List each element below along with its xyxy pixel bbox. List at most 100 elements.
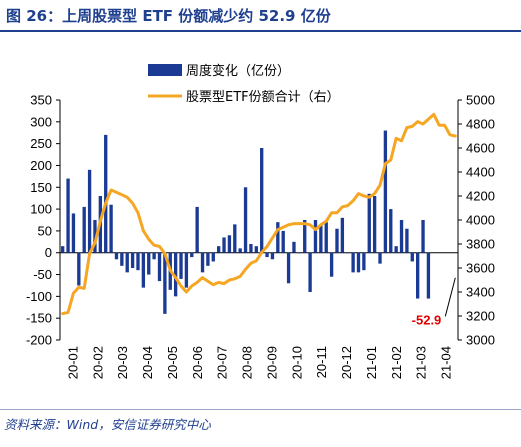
weekly-change-bar [114, 252, 119, 260]
right-tick-label: 3400 [466, 285, 495, 300]
title-bar: 图 26：上周股票型 ETF 份额减少约 52.9 亿份 [0, 0, 521, 32]
right-tick-label: 4400 [466, 165, 495, 180]
x-tick-label: 20-09 [264, 346, 279, 379]
callout-leader-line [444, 277, 456, 317]
left-tick-label: 100 [30, 202, 52, 217]
x-tick-label: 20-05 [165, 346, 180, 379]
weekly-change-bar [93, 220, 97, 253]
x-tick-label: 20-03 [115, 346, 130, 379]
weekly-change-bar [66, 178, 70, 253]
source-divider [0, 409, 521, 410]
weekly-change-bar [265, 252, 269, 258]
weekly-change-bar [415, 252, 420, 299]
weekly-change-bar [87, 169, 92, 253]
x-tick-label: 21-02 [389, 346, 404, 379]
x-tick-label: 21-03 [414, 346, 429, 379]
right-tick-label: 5000 [466, 93, 495, 108]
legend-swatch-bar [148, 64, 182, 76]
weekly-change-bar [190, 252, 194, 258]
x-tick-label: 20-11 [314, 346, 329, 378]
x-tick-label: 20-08 [240, 346, 255, 379]
left-tick-label: -150 [26, 311, 52, 326]
x-tick-label: 21-04 [439, 346, 454, 379]
weekly-change-bar [399, 220, 404, 253]
left-tick-label: 150 [30, 180, 52, 195]
weekly-change-bar [383, 130, 388, 253]
weekly-change-bar [61, 246, 65, 253]
weekly-change-bar [405, 228, 409, 253]
weekly-change-bar [109, 204, 113, 253]
weekly-change-bar [286, 252, 291, 284]
weekly-change-bar [319, 224, 323, 253]
weekly-change-bar [378, 252, 382, 264]
left-tick-label: -200 [26, 333, 52, 348]
weekly-change-bar [179, 252, 183, 279]
weekly-change-bar [243, 187, 248, 253]
weekly-change-bar [249, 244, 253, 253]
weekly-change-bar [297, 252, 302, 254]
weekly-change-bar [222, 237, 226, 253]
weekly-change-bar [173, 252, 178, 297]
weekly-change-bar [270, 252, 275, 260]
weekly-change-bar [281, 230, 285, 253]
weekly-change-bar [71, 213, 76, 253]
weekly-change-bar [157, 252, 162, 282]
x-tick-label: 20-01 [65, 346, 80, 379]
weekly-change-bar [260, 148, 264, 253]
legend-label-bar: 周度变化（亿份） [186, 63, 290, 79]
weekly-change-bar [77, 252, 81, 286]
weekly-change-bar [394, 246, 398, 253]
weekly-change-bar [356, 252, 361, 273]
weekly-change-bar [335, 228, 339, 253]
weekly-change-bar [426, 252, 431, 299]
x-tick-label: 20-04 [140, 346, 155, 379]
weekly-change-bar [125, 252, 129, 273]
weekly-change-bar [292, 241, 296, 253]
weekly-change-bar [184, 252, 189, 288]
weekly-change-bar [324, 222, 328, 253]
source-note: 资料来源：Wind，安信证券研究中心 [4, 417, 211, 432]
right-tick-label: 4800 [466, 117, 495, 132]
weekly-change-bar [276, 222, 280, 253]
weekly-change-bar [238, 248, 242, 253]
weekly-change-bar [211, 252, 215, 262]
weekly-change-bar [362, 252, 366, 271]
left-tick-label: 50 [38, 223, 52, 238]
weekly-change-bar [421, 220, 425, 253]
etf-share-line [61, 112, 457, 316]
x-tick-label: 20-06 [190, 346, 205, 379]
left-tick-label: 350 [30, 93, 52, 108]
chart-title: 图 26：上周股票型 ETF 份额减少约 52.9 亿份 [6, 7, 331, 25]
weekly-change-bar [233, 224, 237, 253]
right-tick-label: 4200 [466, 189, 495, 204]
left-tick-label: -50 [33, 267, 52, 282]
weekly-change-bar [120, 252, 124, 266]
weekly-change-bar [346, 252, 350, 254]
weekly-change-bar [351, 252, 355, 273]
right-tick-label: 4600 [466, 141, 495, 156]
left-tick-label: -100 [26, 289, 52, 304]
legend-label-line: 股票型ETF份额合计（右） [186, 90, 340, 105]
right-tick-label: 3200 [466, 309, 495, 324]
weekly-change-bar [104, 134, 108, 253]
weekly-change-bar [329, 252, 334, 277]
weekly-change-bar [303, 220, 307, 253]
weekly-change-bar [200, 252, 205, 273]
x-tick-label: 20-12 [339, 346, 354, 379]
weekly-change-bar [389, 209, 393, 253]
weekly-change-bar [410, 252, 414, 262]
right-tick-label: 3600 [466, 261, 495, 276]
weekly-change-bar [195, 206, 199, 253]
weekly-change-bar [136, 252, 140, 271]
x-tick-label: 20-10 [289, 346, 304, 379]
right-tick-label: 4000 [466, 213, 495, 228]
weekly-change-bar [152, 252, 156, 260]
weekly-change-bar [163, 252, 167, 314]
left-tick-label: 200 [30, 158, 52, 173]
weekly-change-bar [141, 252, 146, 288]
x-tick-label: 20-07 [215, 346, 230, 379]
weekly-change-bar [308, 252, 312, 292]
title-underline [0, 30, 521, 32]
left-tick-label: 300 [30, 114, 52, 129]
